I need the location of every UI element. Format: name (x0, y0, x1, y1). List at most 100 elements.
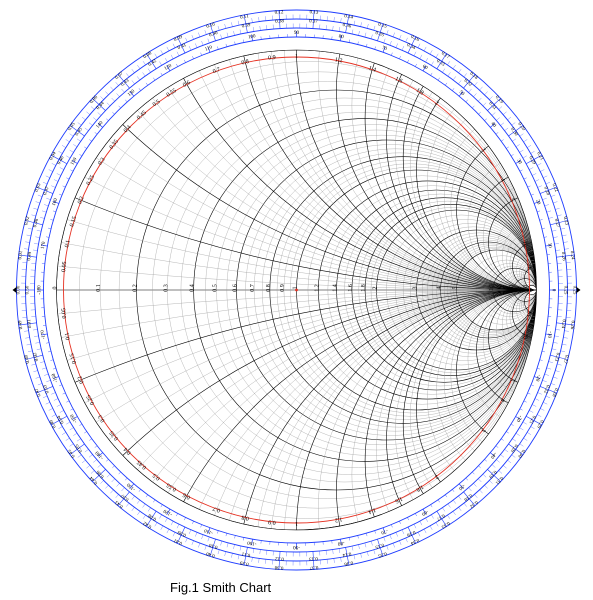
svg-text:0.26: 0.26 (569, 320, 575, 330)
svg-text:0.2: 0.2 (77, 375, 85, 384)
svg-text:70: 70 (381, 46, 388, 53)
svg-text:0.27: 0.27 (562, 354, 569, 364)
svg-text:-120: -120 (163, 507, 174, 516)
svg-text:0.15: 0.15 (374, 542, 384, 550)
svg-text:0.3: 0.3 (163, 284, 169, 292)
svg-text:0.05: 0.05 (61, 308, 68, 319)
svg-text:-150: -150 (70, 413, 79, 424)
svg-text:0.08: 0.08 (147, 512, 157, 521)
svg-text:0.29: 0.29 (527, 156, 536, 167)
svg-text:0.4: 0.4 (190, 284, 196, 292)
svg-text:0.40: 0.40 (209, 31, 219, 39)
svg-text:0.42: 0.42 (142, 520, 152, 529)
svg-text:0.11: 0.11 (240, 14, 250, 21)
svg-text:0.23: 0.23 (553, 352, 560, 362)
svg-text:1.2: 1.2 (334, 516, 342, 523)
svg-text:0.3: 0.3 (97, 413, 106, 423)
svg-text:-10: -10 (546, 331, 552, 339)
svg-text:0.23: 0.23 (562, 216, 569, 226)
svg-text:-100: -100 (247, 539, 257, 546)
svg-text:0.24: 0.24 (569, 251, 575, 261)
svg-text:5: 5 (453, 287, 459, 290)
svg-text:0.8: 0.8 (266, 284, 272, 292)
svg-text:0.20: 0.20 (516, 122, 525, 132)
svg-text:0.10: 0.10 (206, 22, 216, 30)
svg-text:0.39: 0.39 (241, 23, 251, 30)
svg-text:1.8: 1.8 (415, 88, 425, 97)
svg-text:0.01: 0.01 (18, 250, 24, 260)
svg-text:90: 90 (294, 31, 300, 36)
svg-text:0.07: 0.07 (115, 71, 125, 81)
svg-text:0.34: 0.34 (406, 43, 416, 51)
svg-text:0.42: 0.42 (148, 59, 158, 68)
svg-text:0.48: 0.48 (33, 218, 40, 228)
svg-text:0.09: 0.09 (177, 529, 187, 537)
svg-text:0.22: 0.22 (551, 183, 559, 193)
svg-text:0.1: 0.1 (64, 332, 71, 341)
svg-text:0.08: 0.08 (143, 51, 153, 60)
svg-text:0.47: 0.47 (43, 186, 51, 196)
svg-text:0.18: 0.18 (468, 71, 478, 81)
svg-text:1.2: 1.2 (314, 284, 320, 292)
svg-text:0.38: 0.38 (275, 19, 285, 25)
svg-text:0.28: 0.28 (550, 387, 558, 397)
svg-text:2: 2 (433, 100, 439, 107)
svg-text:0.40: 0.40 (205, 550, 215, 558)
svg-text:1.8: 1.8 (415, 483, 425, 492)
svg-text:1.6: 1.6 (394, 76, 403, 85)
svg-text:0.2: 0.2 (133, 284, 139, 292)
svg-text:2: 2 (433, 473, 439, 480)
svg-text:0.55: 0.55 (166, 481, 178, 492)
svg-text:0.6: 0.6 (233, 284, 239, 292)
svg-text:0.02: 0.02 (33, 351, 40, 361)
svg-text:140: 140 (96, 120, 105, 129)
svg-text:0.44: 0.44 (89, 475, 99, 485)
svg-text:0.35: 0.35 (109, 429, 120, 441)
svg-text:100: 100 (248, 34, 257, 40)
svg-text:0.5: 0.5 (213, 284, 219, 292)
svg-text:0.55: 0.55 (166, 88, 178, 99)
svg-text:10: 10 (489, 285, 495, 291)
svg-text:0.2: 0.2 (77, 196, 85, 205)
smith-grid (0, 0, 593, 600)
svg-text:0.9: 0.9 (268, 518, 276, 525)
svg-text:0.05: 0.05 (61, 261, 68, 272)
svg-text:20: 20 (525, 310, 532, 317)
svg-text:0.04: 0.04 (57, 414, 66, 425)
svg-text:0.6: 0.6 (182, 491, 191, 500)
svg-text:0.34: 0.34 (409, 537, 419, 545)
svg-text:0.10: 0.10 (208, 541, 218, 549)
svg-text:3: 3 (480, 147, 487, 153)
svg-text:0.41: 0.41 (173, 537, 183, 545)
svg-text:0.45: 0.45 (67, 448, 76, 458)
svg-text:0.49: 0.49 (27, 251, 33, 261)
svg-text:0.01: 0.01 (27, 319, 33, 329)
svg-text:1.4: 1.4 (368, 66, 377, 74)
svg-text:0.48: 0.48 (24, 354, 31, 364)
svg-text:0.05: 0.05 (74, 442, 83, 452)
svg-text:80: 80 (338, 35, 344, 41)
svg-text:0.30: 0.30 (516, 448, 525, 458)
svg-text:0.15: 0.15 (69, 216, 78, 228)
svg-text:0.7: 0.7 (212, 505, 221, 513)
svg-text:-180: -180 (38, 285, 43, 295)
svg-text:20: 20 (525, 263, 532, 270)
svg-text:0.5: 0.5 (152, 472, 162, 481)
svg-text:0.16: 0.16 (405, 529, 415, 537)
svg-text:10: 10 (521, 240, 528, 247)
svg-text:0.43: 0.43 (114, 499, 124, 509)
svg-text:-50: -50 (457, 482, 466, 490)
svg-text:0.11: 0.11 (241, 550, 251, 557)
svg-text:170: 170 (41, 241, 47, 250)
svg-text:0.1: 0.1 (96, 284, 102, 292)
svg-text:0.16: 0.16 (410, 35, 420, 43)
svg-text:1: 1 (295, 54, 298, 60)
svg-text:0: 0 (53, 287, 59, 290)
svg-text:5: 5 (508, 198, 515, 203)
svg-text:0.09: 0.09 (173, 35, 183, 43)
svg-text:0.25: 0.25 (572, 286, 577, 295)
svg-text:0.1: 0.1 (64, 240, 71, 249)
svg-text:3: 3 (480, 427, 487, 433)
svg-text:1: 1 (295, 520, 298, 526)
svg-text:-40: -40 (489, 451, 497, 460)
